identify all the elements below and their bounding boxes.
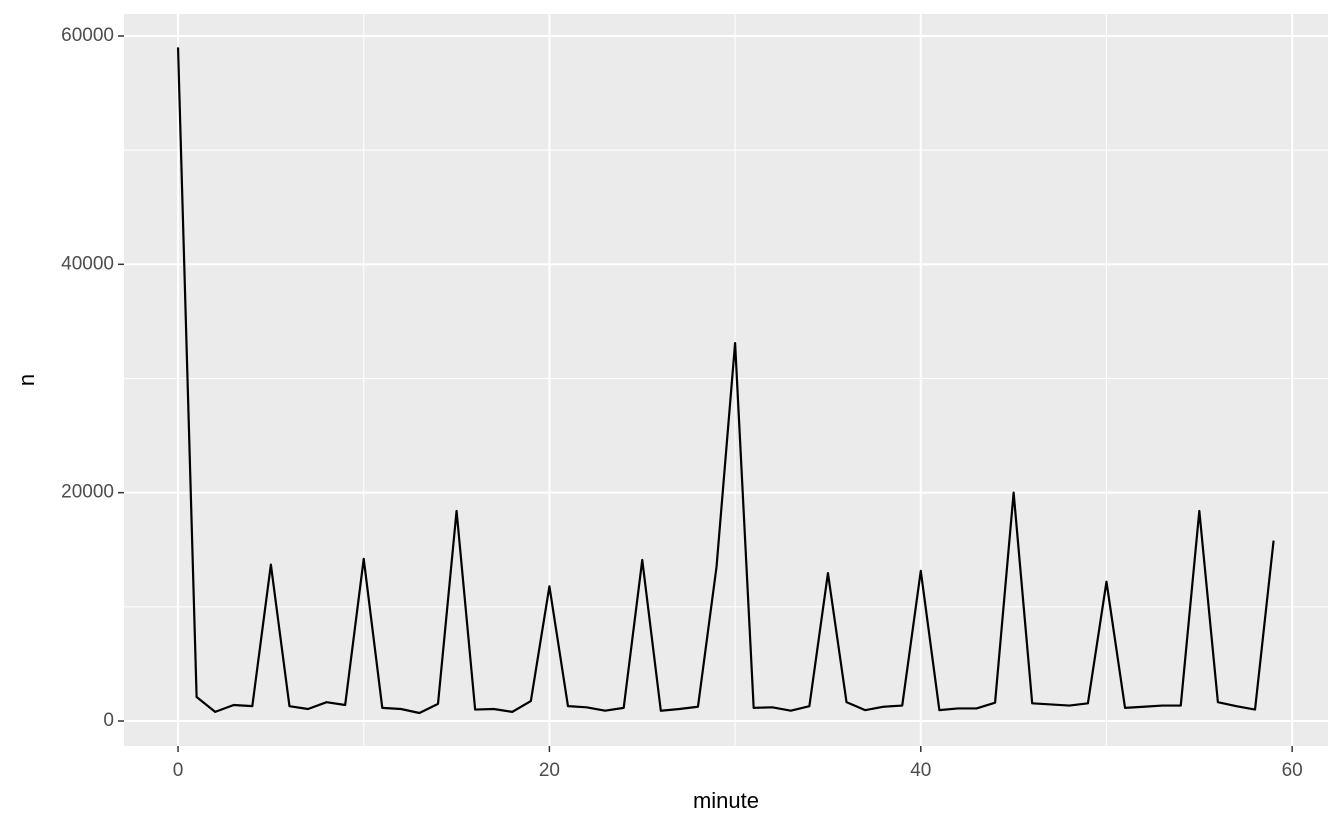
y-tick-label: 40000	[61, 253, 114, 274]
x-tick-label: 0	[173, 760, 184, 781]
y-tick-label: 60000	[61, 25, 114, 46]
x-tick-label: 40	[910, 760, 931, 781]
y-tick-label: 0	[103, 710, 114, 731]
panel	[124, 14, 1328, 746]
y-tick-label: 20000	[61, 482, 114, 503]
grid	[124, 14, 1328, 746]
x-axis-title: minute	[693, 788, 759, 813]
x-tick-label: 60	[1282, 760, 1303, 781]
y-axis-title: n	[14, 374, 39, 386]
marks	[176, 47, 1275, 715]
line	[176, 47, 1275, 715]
x-tick-label: 20	[539, 760, 560, 781]
